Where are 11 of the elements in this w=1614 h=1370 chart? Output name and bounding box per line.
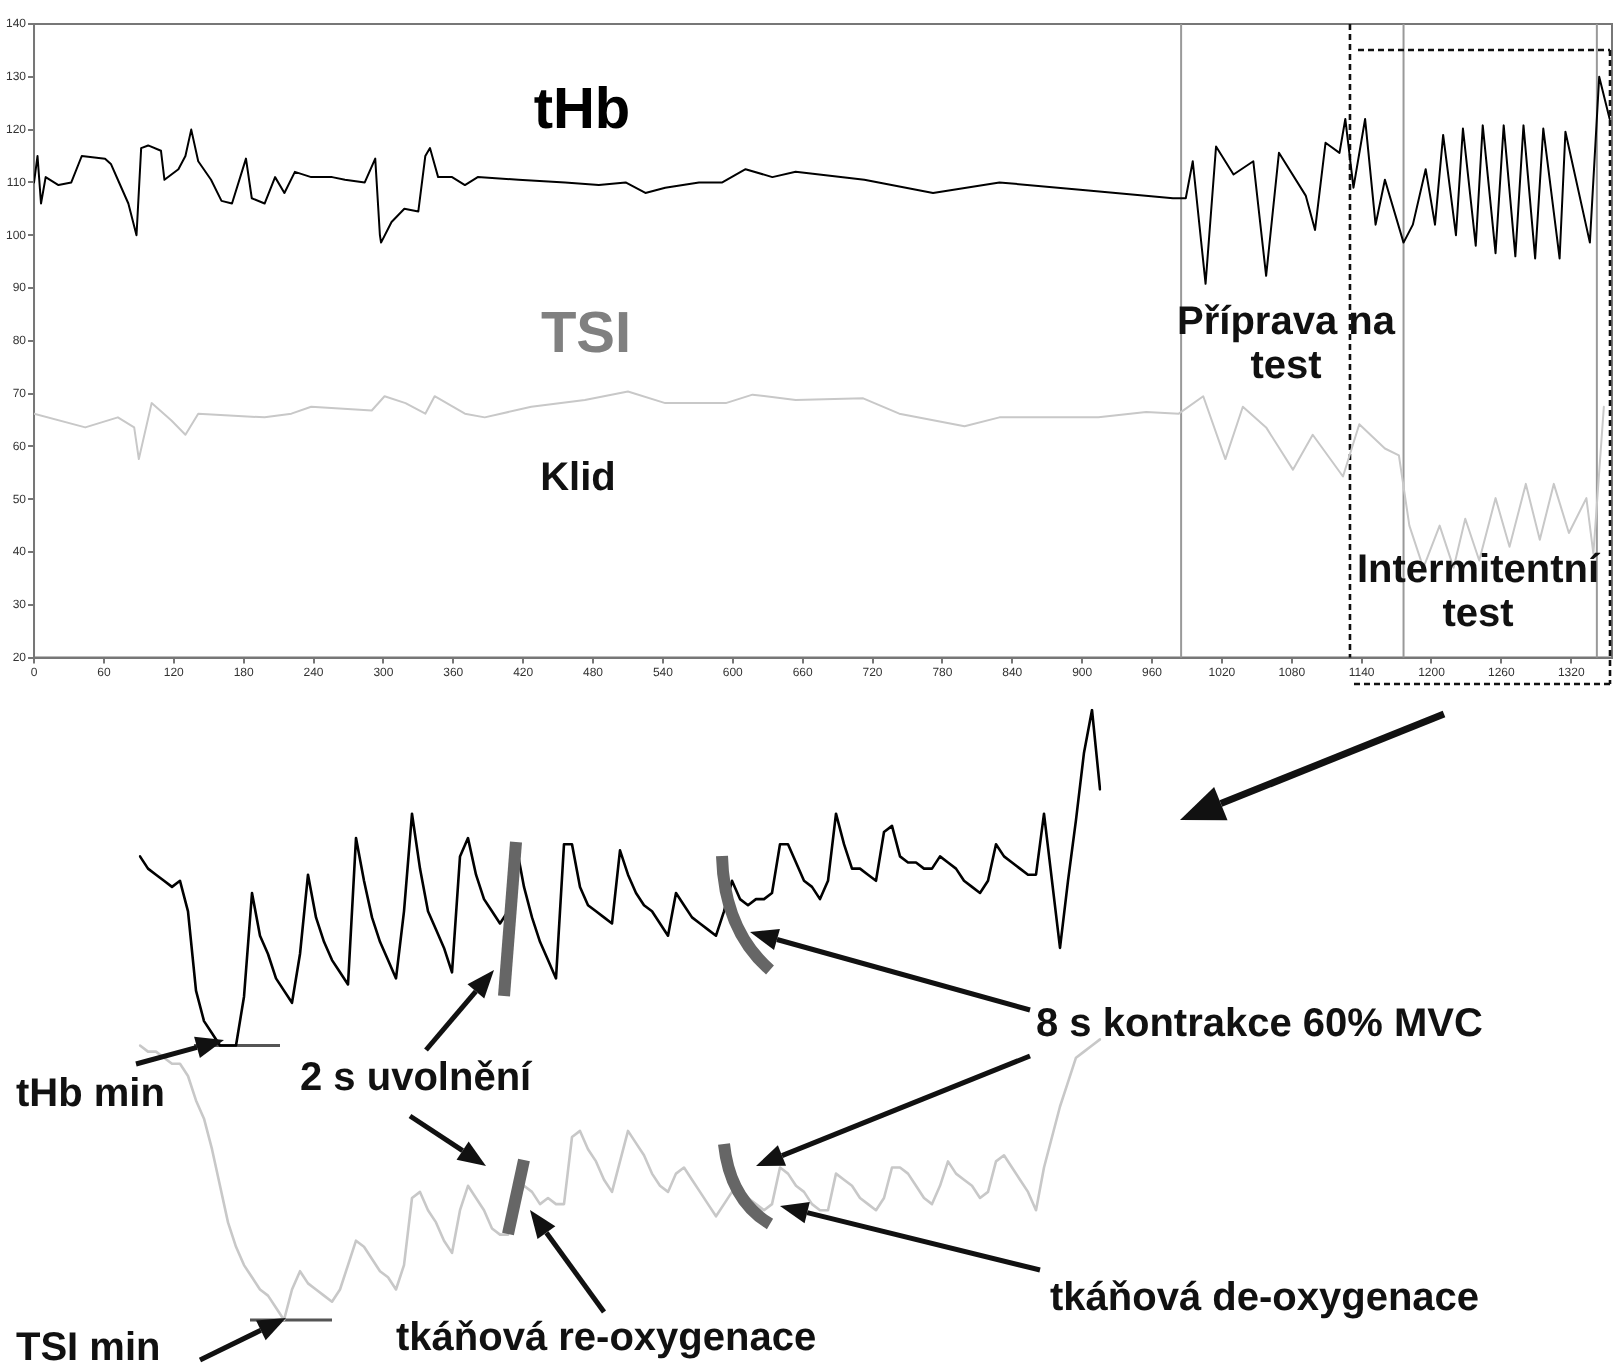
annotation: Intermitentní test [1356,548,1600,636]
text: TSI min [16,1326,161,1370]
annotation: 2 s uvolnění [300,1056,532,1100]
annotation: tHb min [16,1072,165,1116]
annotation: tkáňová de-oxygenace [1050,1276,1480,1320]
series-label: tHb [533,78,631,142]
series-label: TSI [540,302,632,366]
annotation: Příprava na test [1177,300,1395,388]
annotation: tkáňová re-oxygenace [396,1316,817,1360]
annotation: Klid [540,456,616,500]
annotation: 8 s kontrakce 60% MVC [1036,1002,1483,1046]
